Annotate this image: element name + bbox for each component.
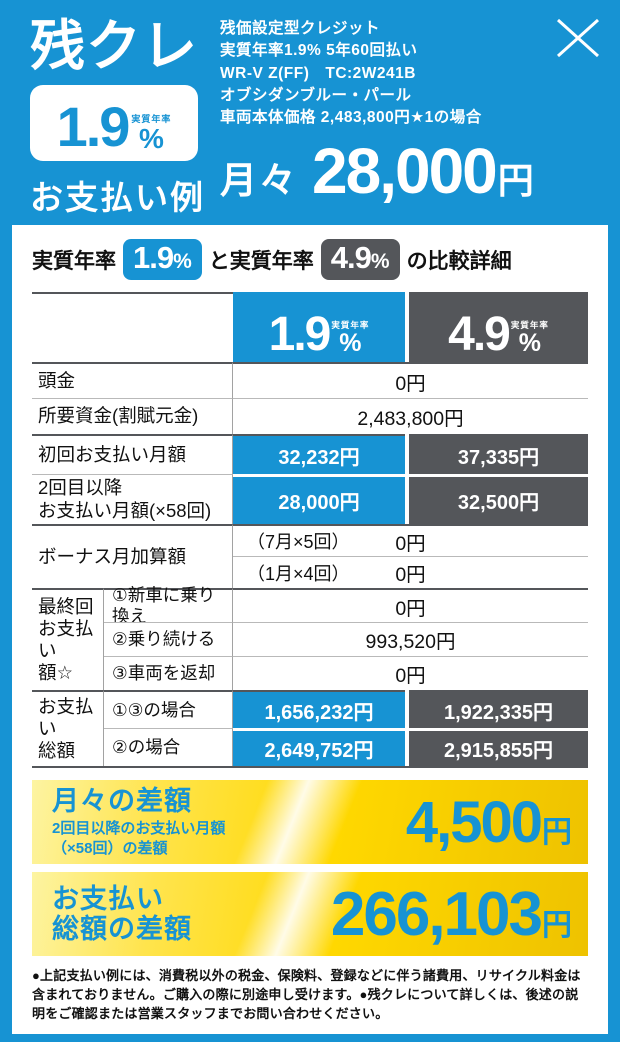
- title-prefix: 実質年率: [32, 249, 116, 273]
- row-value-bonus-july: （7月×5回） 0円: [233, 524, 588, 556]
- bonus-sub-july: （7月×5回）: [247, 532, 350, 552]
- row-value-down-payment: 0円: [233, 362, 588, 398]
- row-value-first-payment-high: 37,335円: [409, 434, 588, 474]
- header-right-block: 残価設定型クレジット 実質年率1.9% 5年60回払い WR-V Z(FF) T…: [208, 16, 598, 225]
- plan-detail-line: WR-V Z(FF) TC:2W241B: [220, 64, 416, 82]
- row-value-monthly-payment-high: 32,500円: [409, 474, 588, 524]
- title-middle: と実質年率: [208, 249, 314, 273]
- plan-detail-line: オブシダンブルー・パール: [220, 86, 412, 104]
- total-sub-case13: ①③の場合: [104, 690, 233, 728]
- plan-details: 残価設定型クレジット 実質年率1.9% 5年60回払い WR-V Z(FF) T…: [220, 18, 598, 130]
- total-diff-title: お支払い 総額の差額: [52, 883, 192, 944]
- final-sub-trade-in: ①新車に乗り換え: [104, 585, 233, 626]
- total-value-case13-low: 1,656,232円: [233, 690, 405, 728]
- monthly-difference-banner: 月々の差額 2回目以降のお支払い月額 （×58回）の差額 4,500 円: [32, 780, 588, 864]
- table-header-empty: [32, 292, 233, 362]
- plan-detail-line: 残価設定型クレジット: [220, 20, 381, 37]
- header-left-block: 残クレ 1.9 実質年率 % お支払い例: [30, 16, 208, 225]
- comparison-title: 実質年率 1.9 % と実質年率 4.9 % の比較詳細: [32, 239, 588, 280]
- bonus-sub-january: （1月×4回）: [247, 563, 350, 584]
- final-value-trade-in: 0円: [233, 588, 588, 622]
- final-value-keep: 993,520円: [233, 622, 588, 656]
- monthly-diff-amount-wrap: 4,500 円: [406, 789, 572, 856]
- product-name: 残クレ: [30, 15, 199, 77]
- table-header-rate-low: 1.9 実質年率 %: [233, 292, 405, 362]
- header-banner: 残クレ 1.9 実質年率 % お支払い例 残価設定型クレジット 実質年率1.9%…: [0, 0, 620, 225]
- title-rate-badge-low: 1.9 %: [123, 239, 202, 280]
- title-rate-badge-high: 4.9 %: [320, 239, 400, 280]
- monthly-diff-unit: 円: [542, 815, 572, 849]
- row-label-first-payment: 初回お支払い月額: [32, 434, 233, 474]
- total-value-case13-high: 1,922,335円: [409, 690, 588, 728]
- total-diff-unit: 円: [542, 908, 572, 942]
- total-difference-banner: お支払い 総額の差額 266,103 円: [32, 872, 588, 956]
- monthly-amount: 28,000: [312, 134, 498, 207]
- title-suffix: の比較詳細: [406, 249, 512, 273]
- table-header-rate-high: 4.9 実質年率 %: [409, 292, 588, 362]
- payment-example-label: お支払い例: [30, 178, 205, 216]
- rate-unit: %: [138, 122, 164, 154]
- row-label-total-payment: お支払い 総額: [32, 690, 104, 766]
- final-sub-keep: ②乗り続ける: [104, 622, 233, 656]
- row-value-required-funds: 2,483,800円: [233, 398, 588, 434]
- rate-label: 実質年率: [131, 113, 172, 124]
- monthly-label: 月々: [220, 159, 298, 201]
- monthly-diff-subtitle: 2回目以降のお支払い月額 （×58回）の差額: [52, 820, 226, 857]
- row-label-bonus: ボーナス月加算額: [32, 524, 233, 588]
- monthly-unit: 円: [497, 159, 534, 201]
- row-value-monthly-payment-low: 28,000円: [233, 474, 405, 524]
- monthly-diff-title: 月々の差額: [52, 786, 192, 817]
- content-panel: 実質年率 1.9 % と実質年率 4.9 % の比較詳細 1.9 実質年率 %: [12, 225, 608, 1034]
- close-icon[interactable]: [554, 16, 602, 60]
- rate-value: 1.9: [56, 95, 131, 159]
- total-diff-amount: 266,103: [330, 879, 543, 949]
- row-label-down-payment: 頭金: [32, 362, 233, 398]
- row-label-final-payment: 最終回 お支払い 額☆: [32, 588, 104, 690]
- plan-detail-line: 車両本体価格 2,483,800円★1の場合: [220, 109, 482, 127]
- footnote: ●上記支払い例には、消費税以外の税金、保険料、登録などに伴う諸費用、リサイクル料…: [32, 968, 581, 1022]
- row-value-bonus-january: （1月×4回） 0円: [233, 556, 588, 588]
- total-value-case2-low: 2,649,752円: [233, 728, 405, 766]
- row-value-first-payment-low: 32,232円: [233, 434, 405, 474]
- plan-detail-line: 実質年率1.9% 5年60回払い: [220, 42, 418, 60]
- row-label-required-funds: 所要資金(割賦元金): [32, 398, 233, 434]
- row-label-monthly-payment: 2回目以降 お支払い月額(×58回): [32, 474, 233, 524]
- comparison-table: 1.9 実質年率 % 4.9 実質年率 % 頭金 0円 所要資金(割賦元金) 2…: [32, 292, 588, 768]
- rate-badge-box: 1.9 実質年率 %: [30, 84, 198, 161]
- final-value-return: 0円: [233, 656, 588, 690]
- total-value-case2-high: 2,915,855円: [409, 728, 588, 766]
- total-sub-case2: ②の場合: [104, 728, 233, 766]
- final-sub-return: ③車両を返却: [104, 656, 233, 690]
- monthly-payment-headline: 月々 28,000 円: [220, 134, 598, 208]
- total-diff-amount-wrap: 266,103 円: [331, 879, 572, 950]
- monthly-diff-amount: 4,500: [405, 789, 543, 855]
